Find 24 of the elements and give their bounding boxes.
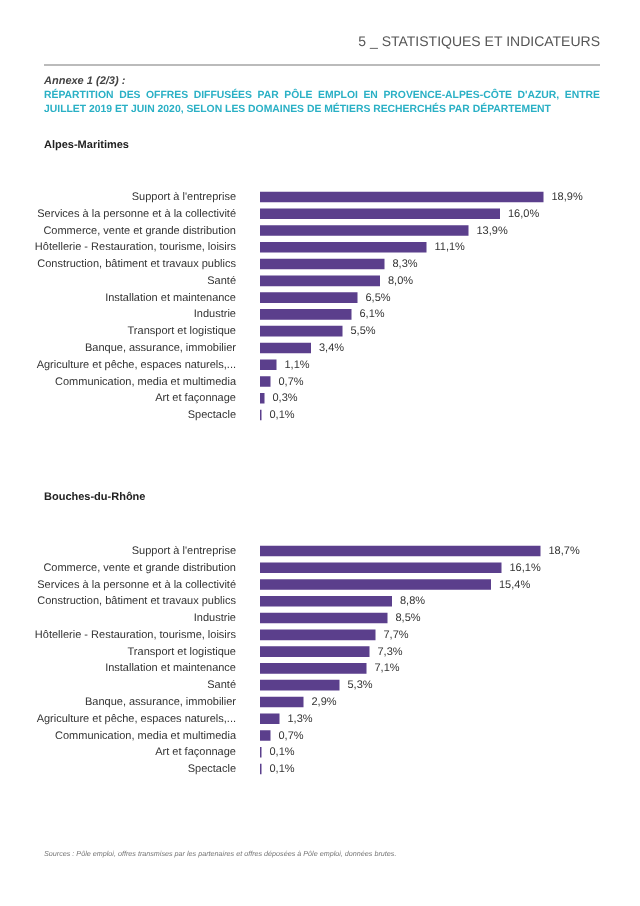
bar — [260, 242, 427, 253]
bar — [260, 191, 544, 203]
bar — [260, 545, 541, 557]
bar — [260, 342, 311, 354]
bar — [260, 208, 500, 220]
bar — [260, 579, 491, 590]
bar — [260, 292, 358, 303]
bar — [260, 225, 469, 236]
bar — [260, 696, 304, 708]
bar — [260, 646, 370, 657]
bar — [260, 596, 392, 607]
bar — [260, 679, 340, 691]
bar — [260, 309, 352, 320]
bar — [260, 629, 376, 641]
bar — [260, 612, 388, 624]
bar — [260, 359, 277, 370]
bar — [260, 713, 280, 724]
bar — [260, 325, 343, 337]
bar — [260, 275, 380, 287]
bar — [260, 258, 385, 270]
bar — [260, 376, 271, 387]
bar — [260, 562, 502, 574]
bar — [260, 730, 271, 741]
bar — [260, 663, 367, 674]
